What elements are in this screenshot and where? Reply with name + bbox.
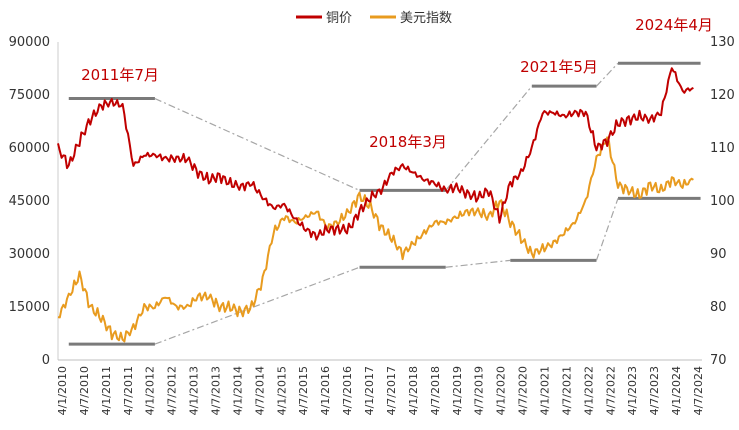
x-tick-label: 4/1/2014 (231, 366, 244, 415)
x-tick-label: 4/7/2010 (78, 366, 91, 415)
x-tick-label: 4/7/2020 (517, 366, 530, 415)
y-right-tick-label: 120 (710, 88, 735, 103)
annotation-label: 2011年7月 (81, 66, 159, 84)
x-tick-label: 4/7/2022 (604, 366, 617, 415)
y-axis-right: 70 80 90 100 110 120 130 (710, 35, 735, 368)
y-axis-left: 0 15000 30000 45000 60000 75000 90000 (9, 35, 59, 368)
x-tick-label: 4/7/2013 (210, 366, 223, 415)
x-tick-label: 4/1/2020 (495, 366, 508, 415)
y-left-tick-label: 75000 (9, 88, 50, 103)
x-tick-label: 4/1/2012 (144, 366, 157, 415)
y-left-tick-label: 45000 (9, 194, 50, 209)
y-left-tick-label: 0 (42, 353, 50, 368)
x-tick-label: 4/7/2019 (473, 366, 486, 415)
x-tick-label: 4/7/2017 (385, 366, 398, 415)
x-tick-label: 4/1/2024 (670, 366, 683, 415)
y-right-tick-label: 110 (710, 141, 735, 156)
band-connector (445, 259, 511, 268)
x-tick-label: 4/7/2016 (341, 366, 354, 415)
x-tick-label: 4/1/2010 (56, 366, 69, 415)
annotation-label: 2021年5月 (520, 58, 598, 76)
y-right-tick-label: 90 (710, 247, 727, 262)
y-left-tick-label: 15000 (9, 300, 50, 315)
x-tick-label: 4/7/2011 (122, 366, 135, 415)
y-left-tick-label: 90000 (9, 35, 50, 50)
x-tick-label: 4/1/2017 (363, 366, 376, 415)
x-tick-label: 4/7/2012 (166, 366, 179, 415)
y-left-tick-label: 30000 (9, 247, 50, 262)
x-tick-label: 4/1/2011 (100, 366, 113, 415)
band-connector (154, 266, 360, 345)
annotation-label: 2018年3月 (369, 133, 447, 151)
y-right-tick-label: 130 (710, 35, 735, 50)
band-connector (595, 198, 619, 261)
y-right-tick-label: 100 (710, 194, 735, 209)
series-lines (57, 67, 694, 343)
usd-index-line (57, 136, 694, 343)
band-connector (596, 62, 619, 87)
x-tick-label: 4/7/2015 (297, 366, 310, 415)
x-tick-label: 4/1/2023 (626, 366, 639, 415)
x-tick-label: 4/1/2019 (451, 366, 464, 415)
x-tick-label: 4/7/2014 (253, 366, 266, 415)
x-tick-label: 4/7/2018 (429, 366, 442, 415)
x-tick-label: 4/1/2013 (188, 366, 201, 415)
annotations: 2011年7月 2018年3月 2021年5月 2024年4月 (81, 16, 713, 151)
y-left-tick-label: 60000 (9, 141, 50, 156)
reference-bands (68, 61, 701, 346)
y-right-tick-label: 70 (710, 353, 727, 368)
x-tick-label: 4/1/2022 (582, 366, 595, 415)
band-connector (154, 97, 360, 191)
x-tick-label: 4/7/2024 (692, 366, 705, 415)
y-right-tick-label: 80 (710, 300, 727, 315)
legend-copper-label: 铜价 (326, 11, 352, 26)
x-tick-label: 4/7/2023 (648, 366, 661, 415)
legend: 铜价 美元指数 (296, 11, 452, 26)
copper-price-line (57, 67, 694, 241)
x-tick-label: 4/1/2018 (407, 366, 420, 415)
legend-usd-label: 美元指数 (400, 11, 452, 26)
x-axis: 4/1/2010 4/7/2010 4/1/2011 4/7/2011 4/1/2012… (56, 359, 705, 415)
annotation-label: 2024年4月 (635, 16, 713, 34)
x-tick-label: 4/1/2015 (275, 366, 288, 415)
x-tick-label: 4/1/2016 (319, 366, 332, 415)
x-tick-label: 4/1/2021 (538, 366, 551, 415)
x-tick-label: 4/7/2021 (560, 366, 573, 415)
